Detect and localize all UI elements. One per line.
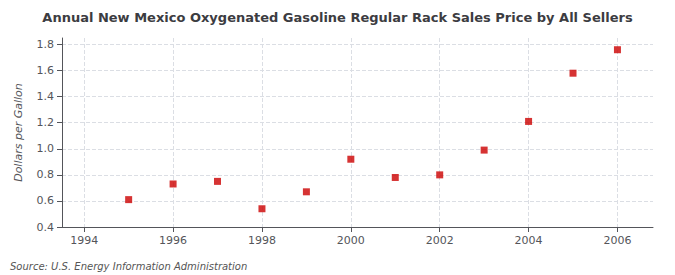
svg-text:1996: 1996 (159, 234, 187, 247)
svg-text:1.2: 1.2 (37, 116, 55, 129)
svg-text:2000: 2000 (337, 234, 365, 247)
svg-text:1.0: 1.0 (37, 142, 55, 155)
svg-text:2002: 2002 (426, 234, 454, 247)
svg-text:Source: U.S. Energy Informatio: Source: U.S. Energy Information Administ… (10, 261, 247, 272)
svg-text:0.8: 0.8 (37, 168, 55, 181)
svg-text:1.4: 1.4 (37, 90, 55, 103)
svg-text:2006: 2006 (603, 234, 631, 247)
svg-text:0.4: 0.4 (37, 221, 55, 234)
svg-text:Annual New Mexico Oxygenated G: Annual New Mexico Oxygenated Gasoline Re… (42, 10, 633, 25)
svg-text:0.6: 0.6 (37, 194, 55, 207)
svg-text:1998: 1998 (248, 234, 276, 247)
svg-text:1994: 1994 (70, 234, 98, 247)
svg-text:1.6: 1.6 (37, 64, 55, 77)
svg-text:1.8: 1.8 (37, 38, 55, 51)
svg-text:Dollars per Gallon: Dollars per Gallon (12, 83, 25, 182)
svg-text:2004: 2004 (515, 234, 543, 247)
